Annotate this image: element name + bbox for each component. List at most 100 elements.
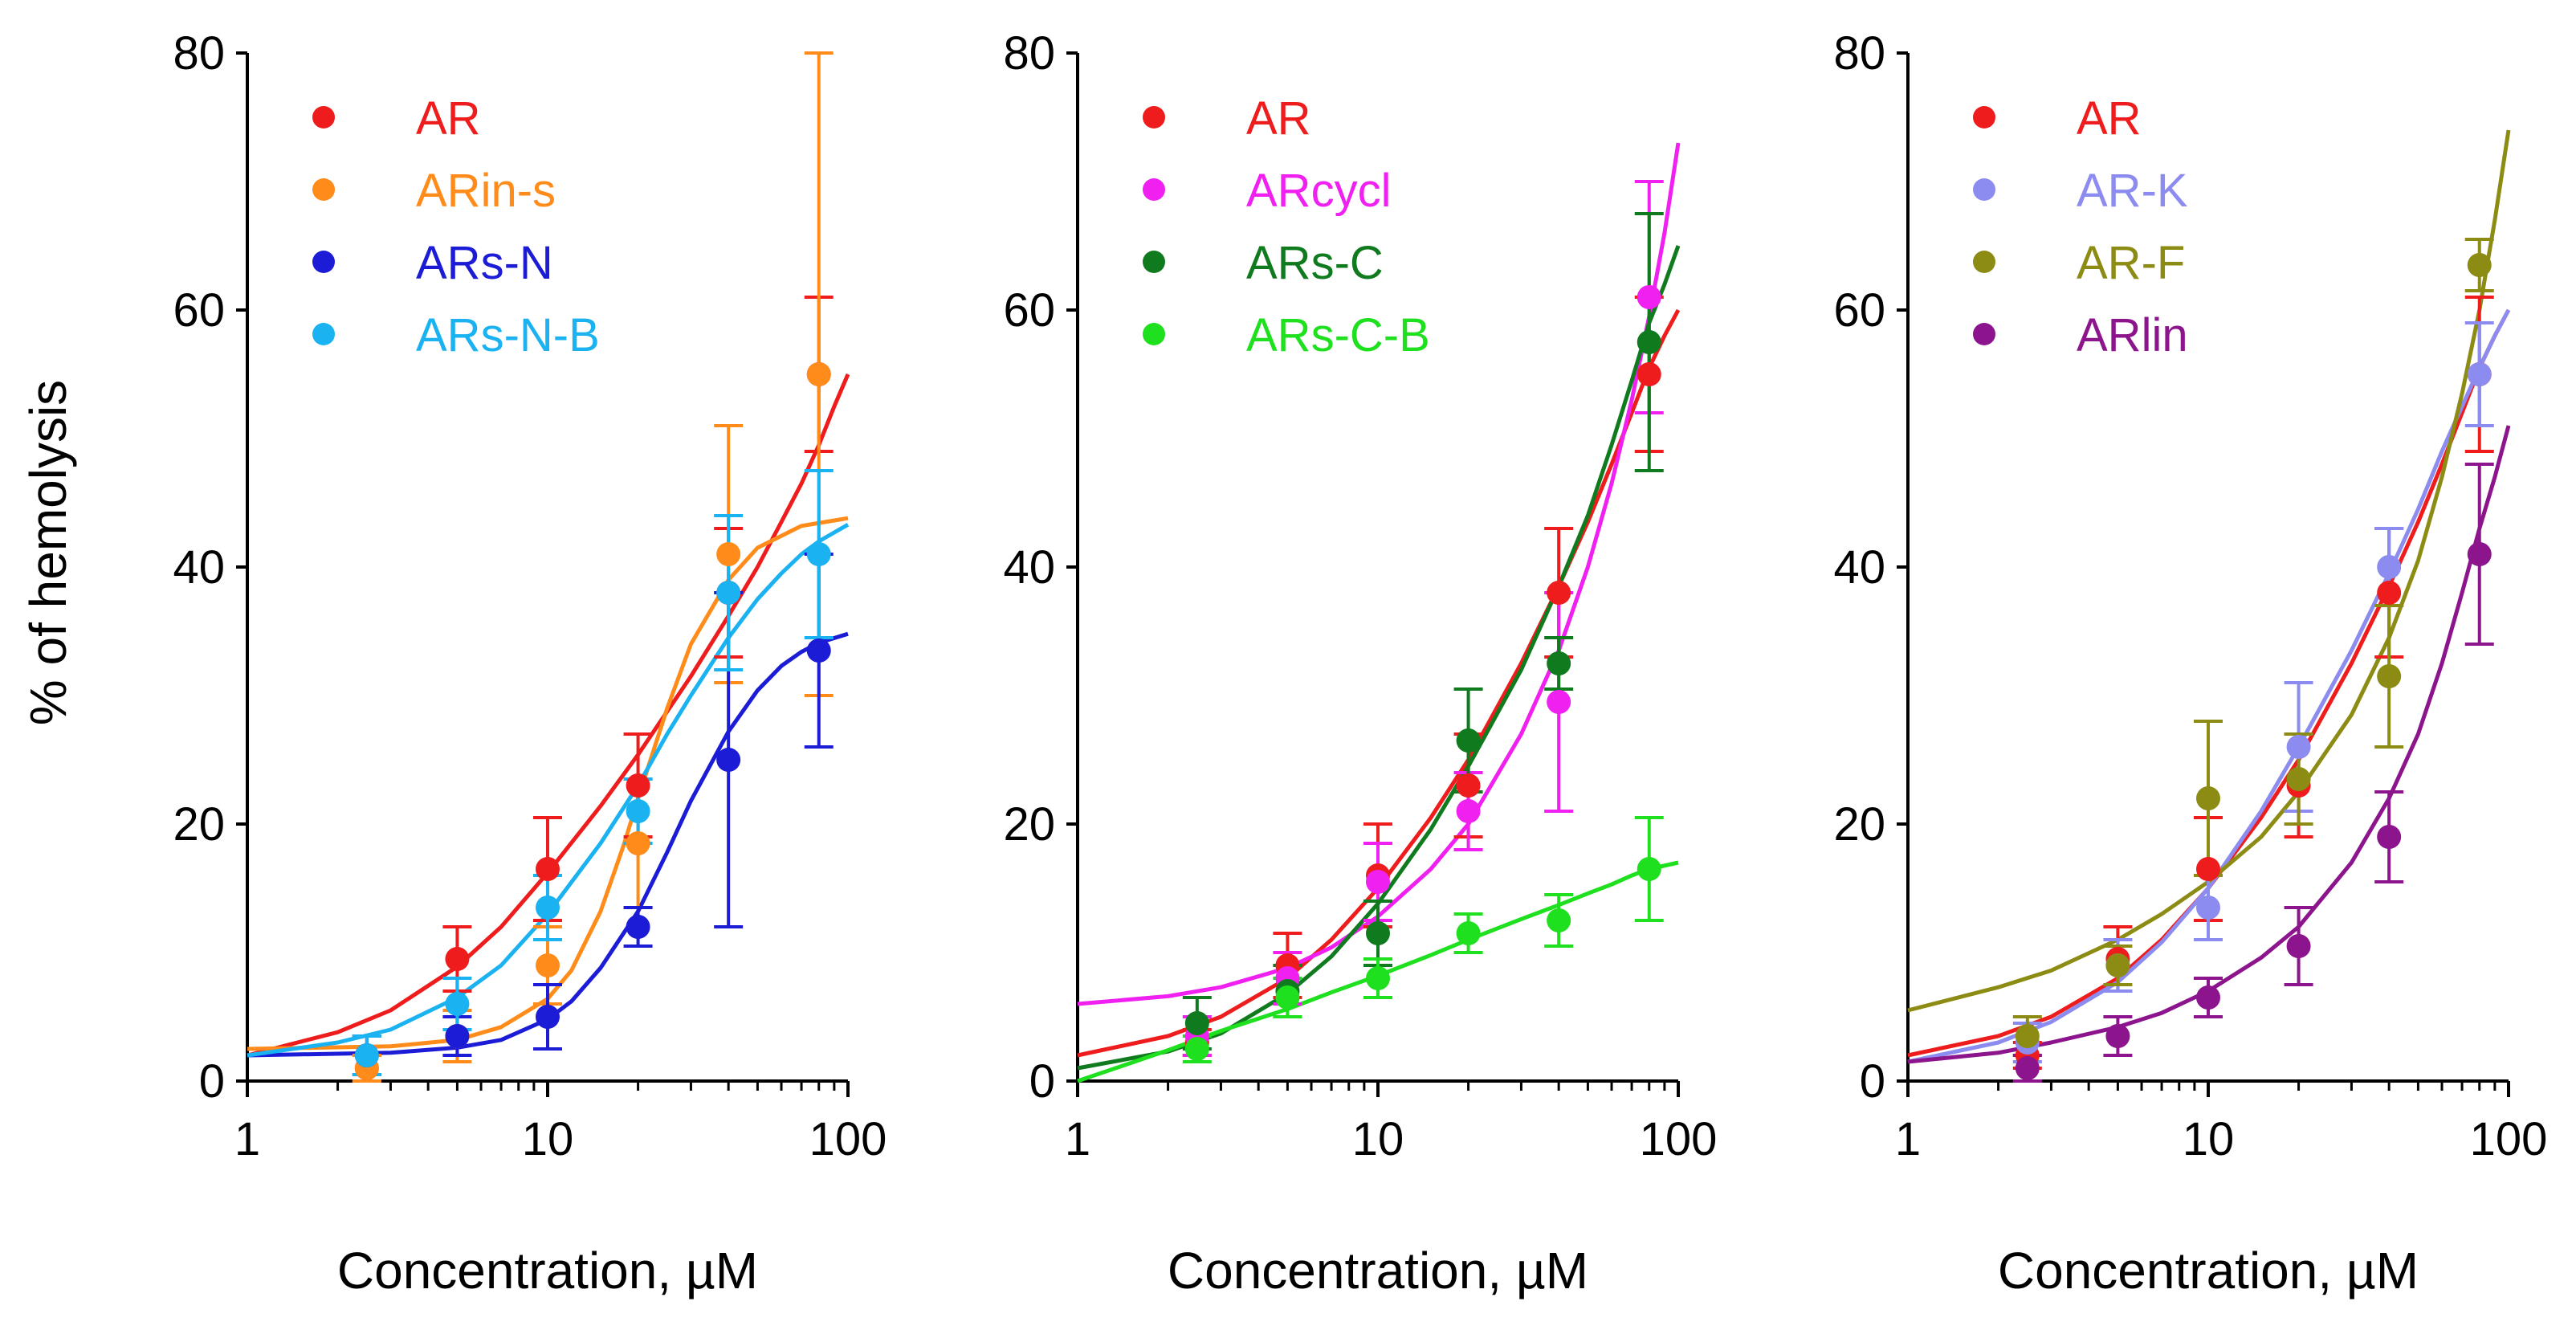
x-tick-label: 100 (809, 1113, 887, 1165)
data-point-ARs-N (806, 639, 831, 663)
y-tick-label: 0 (199, 1055, 225, 1108)
data-point-AR-F (2105, 953, 2130, 977)
x-axis-label: Concentration, µM (1168, 1242, 1588, 1299)
data-point-ARs-C-B (1275, 985, 1300, 1010)
y-tick-label: 60 (1003, 284, 1055, 337)
data-point-ARin-s (806, 362, 831, 386)
y-tick-label: 0 (1860, 1055, 1885, 1108)
fit-curve-AR-K (1907, 308, 2511, 1064)
data-point-ARs-N-B (354, 1043, 379, 1067)
data-point-AR-F (2377, 664, 2402, 688)
data-point-AR-F (2196, 786, 2220, 810)
data-point-ARs-N-B (536, 896, 560, 920)
data-point-AR (1636, 362, 1661, 386)
data-point-AR (626, 773, 650, 798)
data-point-ARs-C-B (1366, 966, 1390, 990)
y-tick-label: 80 (173, 27, 225, 80)
y-tick-label: 80 (1833, 27, 1885, 80)
fit-curve-AR-F (1907, 129, 2511, 1013)
x-tick-label: 100 (1640, 1113, 1718, 1165)
data-point-ARs-C-B (1636, 857, 1661, 881)
data-point-ARlin (2105, 1024, 2130, 1048)
legend-label: ARs-N-B (416, 309, 600, 361)
y-tick-label: 20 (1833, 798, 1885, 851)
data-point-AR-K (2286, 735, 2311, 759)
fit-curve-ARs-C (1077, 245, 1681, 1071)
x-axis-label: Concentration, µM (1998, 1242, 2419, 1299)
y-tick-label: 80 (1003, 27, 1055, 80)
y-tick-label: 60 (173, 284, 225, 337)
legend-label: AR-F (2077, 237, 2185, 289)
data-point-ARs-C (1184, 1011, 1209, 1035)
data-point-ARlin (2377, 825, 2402, 849)
data-point-ARs-N-B (626, 799, 650, 823)
fit-curve-AR (1907, 308, 2511, 1058)
data-point-ARs-C-B (1456, 921, 1481, 945)
data-point-ARlin (2196, 985, 2220, 1010)
legend-marker (1973, 251, 1995, 273)
data-point-ARs-N (536, 1005, 560, 1029)
data-point-ARs-C (1547, 651, 1571, 675)
legend-label: ARs-C-B (1246, 309, 1430, 361)
y-tick-label: 40 (1003, 541, 1055, 594)
data-point-ARs-N-B (445, 992, 470, 1016)
data-point-ARin-s (536, 953, 560, 977)
y-tick-label: 20 (1003, 798, 1055, 851)
x-tick-label: 1 (1065, 1113, 1090, 1165)
y-tick-label: 60 (1833, 284, 1885, 337)
data-point-ARlin (2467, 542, 2492, 566)
data-point-ARs-C-B (1184, 1037, 1209, 1061)
x-axis-label: Concentration, µM (337, 1242, 758, 1299)
legend-label: ARcycl (1246, 165, 1391, 217)
data-point-AR (536, 857, 560, 881)
panel-1: 0 20 40 60 80 1 10 100 Concentration, µM AR ARin-s… (173, 27, 887, 1299)
data-point-AR (1547, 581, 1571, 605)
data-point-ARs-N (716, 748, 741, 772)
legend-label: ARs-C (1246, 237, 1384, 289)
legend-marker (312, 251, 335, 273)
data-point-ARs-N-B (716, 581, 741, 605)
data-point-ARcycl (1547, 690, 1571, 714)
legend-label: AR (2077, 92, 2142, 145)
legend-marker (1143, 323, 1165, 345)
legend-marker (1143, 106, 1165, 129)
data-point-AR (2377, 581, 2402, 605)
legend-label: AR (1246, 92, 1311, 145)
data-point-AR-K (2196, 896, 2220, 920)
data-point-ARcycl (1366, 870, 1390, 894)
legend-marker (1143, 178, 1165, 201)
legend-marker (1973, 106, 1995, 129)
x-tick-label: 10 (1352, 1113, 1404, 1165)
legend-marker (1973, 323, 1995, 345)
data-point-AR (2196, 857, 2220, 881)
fit-curve-AR (1077, 308, 1681, 1058)
legend-marker (312, 178, 335, 201)
fit-curve-ARs-N (247, 631, 849, 1058)
y-tick-label: 0 (1029, 1055, 1055, 1108)
data-point-AR (1456, 773, 1481, 798)
fit-curve-ARs-N-B (247, 523, 850, 1058)
legend-label: ARin-s (416, 165, 556, 217)
legend-label: ARs-N (416, 237, 553, 289)
data-point-ARin-s (626, 831, 650, 855)
data-point-ARs-C-B (1547, 908, 1571, 932)
data-point-ARlin (2286, 934, 2311, 958)
legend-label: ARlin (2077, 309, 2188, 361)
x-tick-label: 1 (1895, 1113, 1921, 1165)
data-point-ARcycl (1456, 799, 1481, 823)
legend-marker (312, 323, 335, 345)
data-point-ARs-N-B (806, 542, 831, 566)
legend-label: AR-K (2077, 165, 2188, 217)
x-tick-label: 10 (522, 1113, 574, 1165)
y-axis-label: % of hemolysis (19, 380, 77, 725)
data-point-ARs-N (445, 1024, 470, 1048)
data-point-ARin-s (716, 542, 741, 566)
data-point-ARs-C (1636, 330, 1661, 354)
y-tick-label: 40 (1833, 541, 1885, 594)
data-point-AR-K (2467, 362, 2492, 386)
legend-marker (312, 106, 335, 129)
legend-label: AR (416, 92, 481, 145)
data-point-AR-K (2377, 555, 2402, 579)
y-tick-label: 20 (173, 798, 225, 851)
